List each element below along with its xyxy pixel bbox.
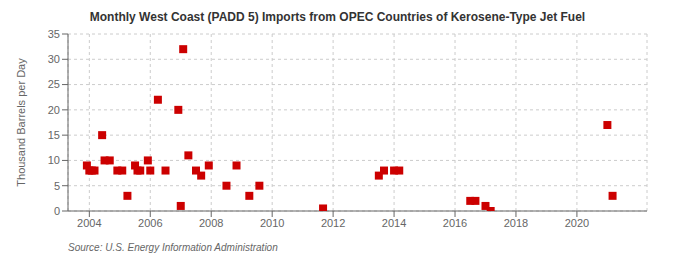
svg-text:2008: 2008: [199, 217, 223, 229]
svg-text:2012: 2012: [321, 217, 345, 229]
svg-text:15: 15: [48, 129, 60, 141]
svg-text:20: 20: [48, 104, 60, 116]
svg-text:2014: 2014: [382, 217, 406, 229]
svg-text:2004: 2004: [77, 217, 101, 229]
svg-text:35: 35: [48, 28, 60, 40]
svg-text:Thousand Barrels per Day: Thousand Barrels per Day: [15, 58, 27, 187]
svg-text:2010: 2010: [260, 217, 284, 229]
svg-text:2018: 2018: [504, 217, 528, 229]
svg-text:10: 10: [48, 154, 60, 166]
svg-text:2016: 2016: [443, 217, 467, 229]
svg-text:2020: 2020: [565, 217, 589, 229]
svg-text:30: 30: [48, 53, 60, 65]
svg-text:5: 5: [54, 180, 60, 192]
svg-text:25: 25: [48, 78, 60, 90]
html-text:Monthly West Coast (PADD 5) Im: Monthly West Coast (PADD 5) Imports from…: [89, 10, 586, 24]
html-text:Source: U.S. Energy Informatio: Source: U.S. Energy Information Administ…: [68, 242, 278, 253]
svg-text:0: 0: [54, 205, 60, 217]
svg-text:2006: 2006: [138, 217, 162, 229]
